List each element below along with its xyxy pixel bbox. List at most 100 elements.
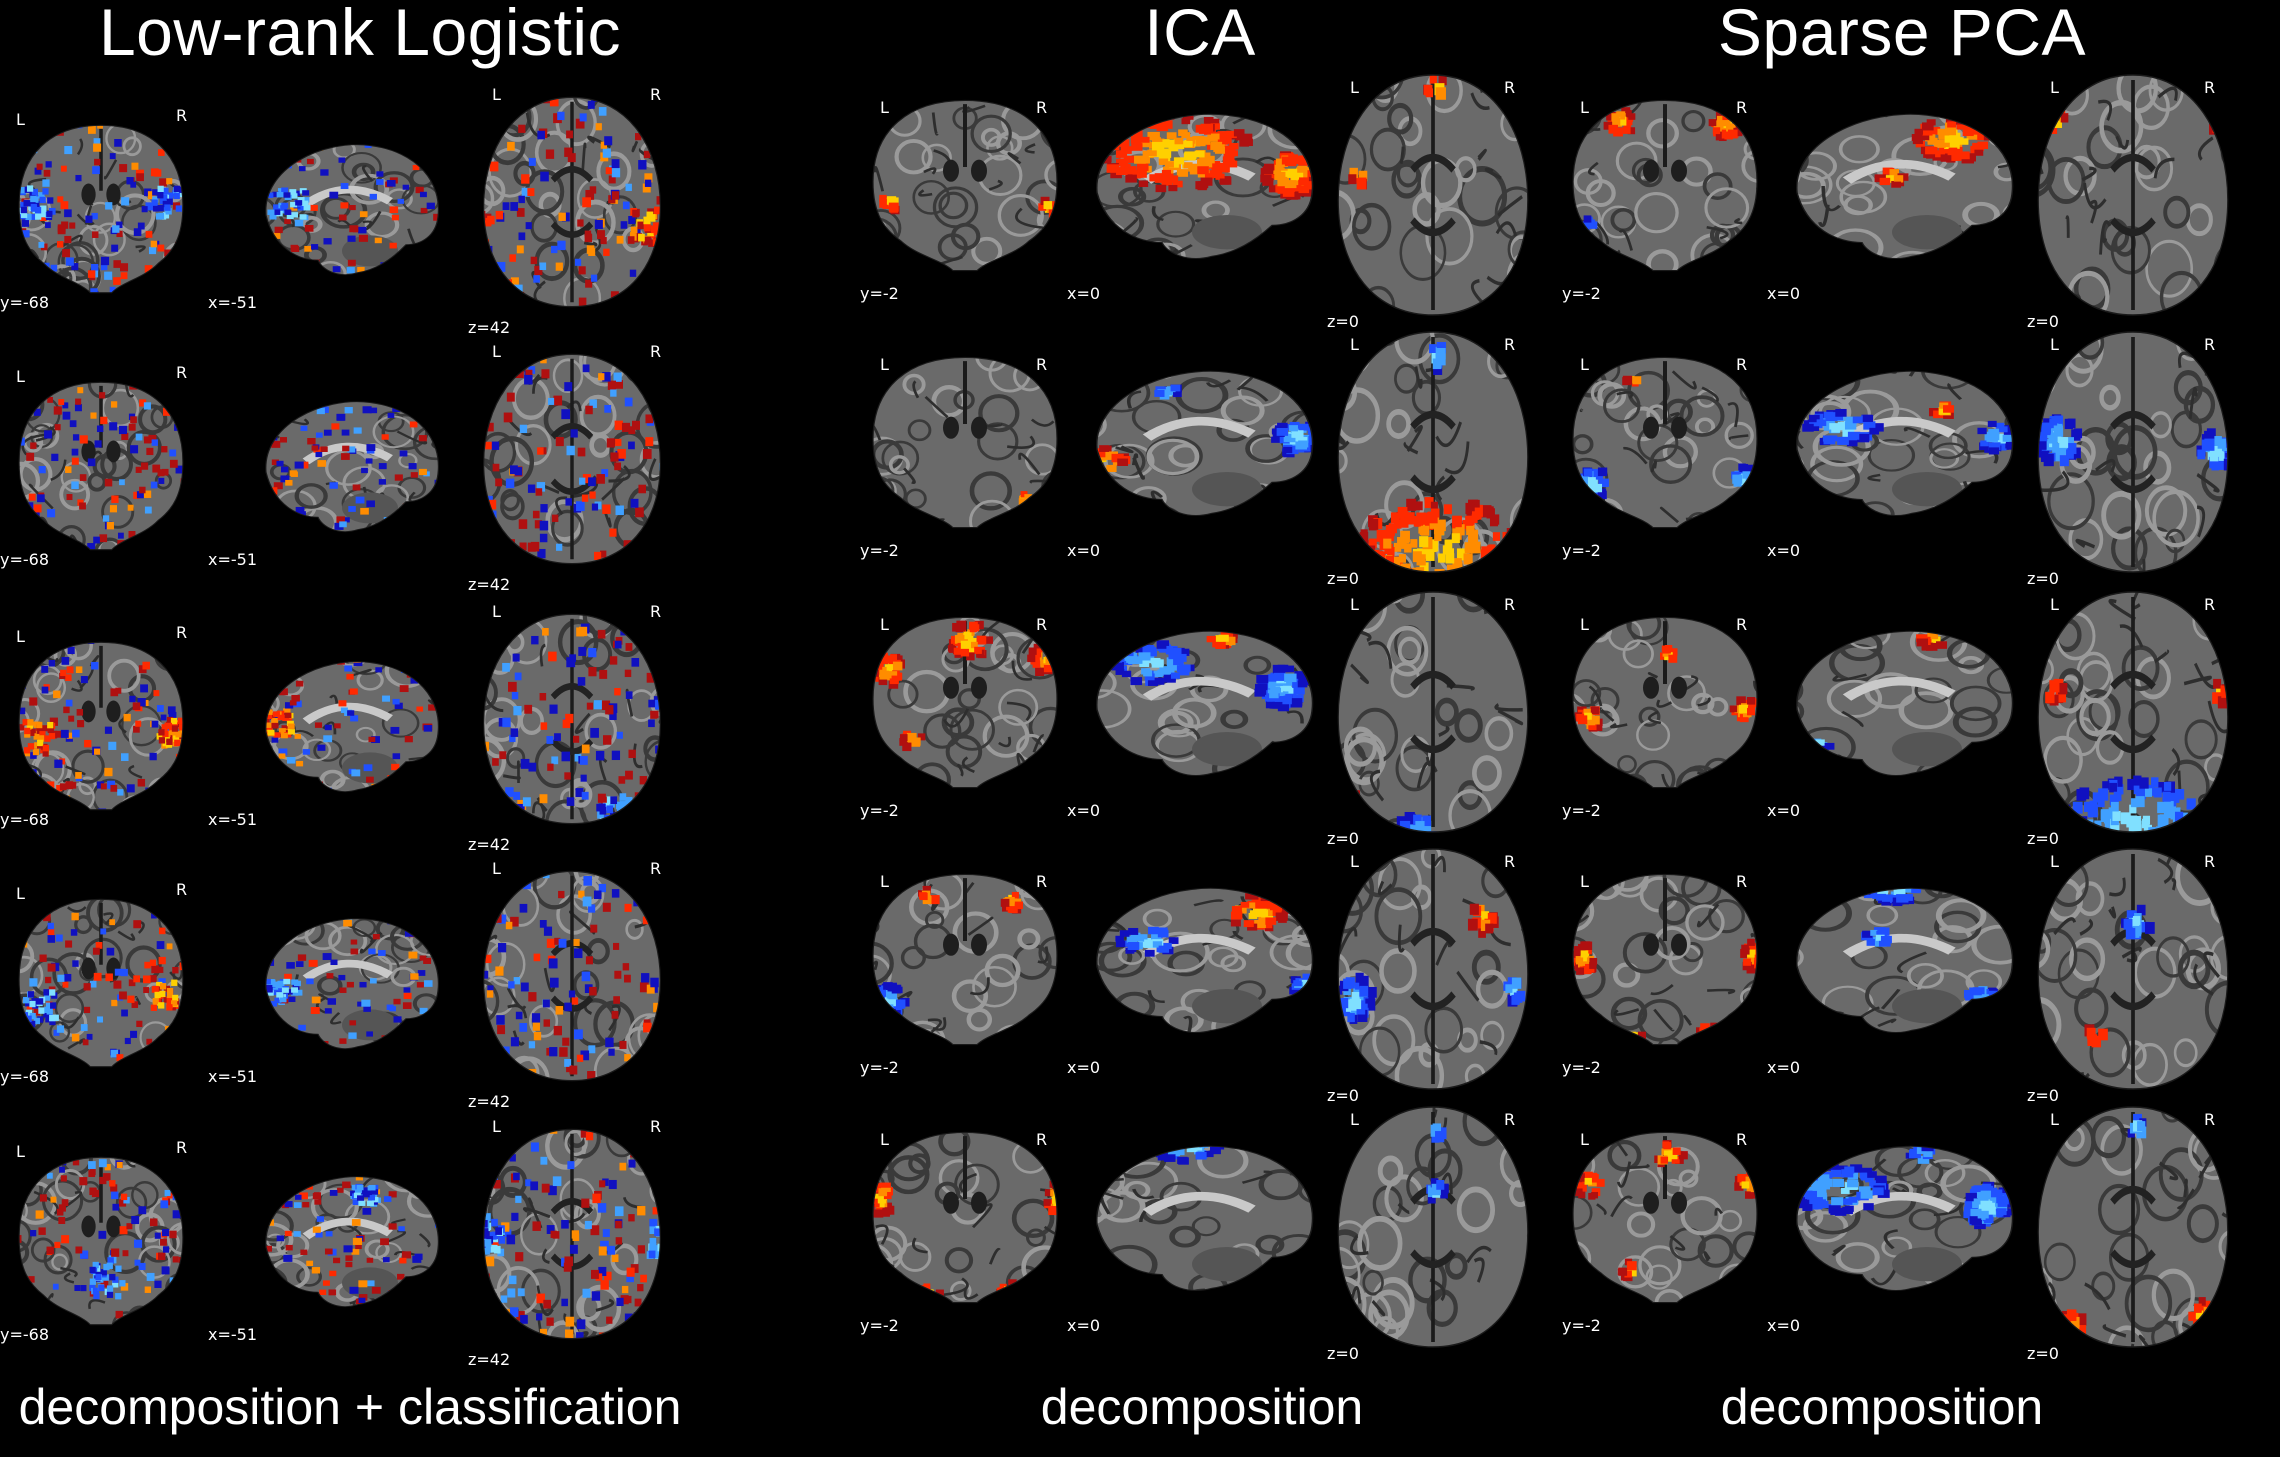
sagittal-brain-slice (265, 1176, 440, 1308)
caption-sparse-pca: decomposition (1720, 1379, 2044, 1435)
orientation-right-label: R (1036, 355, 1048, 374)
axial-brain-slice (1337, 848, 1529, 1090)
orientation-right-label: R (1036, 1130, 1048, 1149)
coronal-brain-slice (1572, 873, 1758, 1046)
orientation-left-label: L (880, 615, 889, 634)
orientation-left-label: L (880, 355, 889, 374)
sagittal-coordinate-label: x=-51 (208, 1325, 258, 1344)
axial-coordinate-label: z=0 (2027, 829, 2059, 848)
axial-brain-slice (2037, 848, 2229, 1090)
coronal-coordinate-label: y=-2 (1562, 1316, 1601, 1335)
axial-brain-slice (483, 613, 661, 825)
orientation-right-label: R (1504, 335, 1516, 354)
axial-coordinate-label: z=0 (1327, 829, 1359, 848)
orientation-left-label: L (2050, 78, 2059, 97)
sagittal-coordinate-label: x=-51 (208, 550, 258, 569)
coronal-coordinate-label: y=-2 (860, 1316, 899, 1335)
orientation-right-label: R (176, 623, 188, 642)
axial-brain-slice (2037, 331, 2229, 573)
sagittal-brain-slice (1096, 113, 1314, 259)
orientation-left-label: L (492, 859, 501, 878)
orientation-left-label: L (1350, 1110, 1359, 1129)
sagittal-coordinate-label: x=0 (1767, 1316, 1801, 1335)
axial-brain-slice (483, 1128, 661, 1340)
sagittal-brain-slice (1096, 887, 1314, 1033)
axial-coordinate-label: z=0 (2027, 1344, 2059, 1363)
axial-brain-slice (483, 870, 661, 1082)
orientation-right-label: R (1036, 615, 1048, 634)
axial-brain-slice (2037, 74, 2229, 316)
sagittal-coordinate-label: x=-51 (208, 810, 258, 829)
coronal-coordinate-label: y=-2 (1562, 541, 1601, 560)
axial-coordinate-label: z=42 (468, 1092, 511, 1111)
caption-low-rank-logistic: decomposition + classification (18, 1379, 682, 1435)
coronal-brain-slice (18, 124, 184, 294)
orientation-right-label: R (1036, 872, 1048, 891)
orientation-left-label: L (1580, 98, 1589, 117)
orientation-right-label: R (650, 1117, 662, 1136)
sagittal-brain-slice (1796, 370, 2014, 516)
title-ica: ICA (1144, 0, 1256, 69)
coronal-coordinate-label: y=-2 (1562, 801, 1601, 820)
coronal-coordinate-label: y=-68 (0, 810, 50, 829)
sagittal-brain-slice (265, 144, 440, 276)
sagittal-brain-slice (1796, 630, 2014, 776)
coronal-brain-slice (18, 898, 184, 1068)
orientation-left-label: L (1350, 335, 1359, 354)
orientation-left-label: L (1580, 355, 1589, 374)
coronal-coordinate-label: y=-2 (1562, 1058, 1601, 1077)
orientation-right-label: R (1736, 615, 1748, 634)
coronal-brain-slice (872, 873, 1058, 1046)
coronal-coordinate-label: y=-2 (1562, 284, 1601, 303)
coronal-brain-slice (18, 641, 184, 811)
orientation-right-label: R (176, 1138, 188, 1157)
coronal-coordinate-label: y=-2 (860, 284, 899, 303)
orientation-right-label: R (1504, 595, 1516, 614)
orientation-left-label: L (492, 1117, 501, 1136)
orientation-right-label: R (2204, 335, 2216, 354)
orientation-right-label: R (1736, 1130, 1748, 1149)
sagittal-brain-slice (1796, 887, 2014, 1033)
orientation-left-label: L (16, 884, 25, 903)
sagittal-brain-slice (1796, 1145, 2014, 1291)
orientation-left-label: L (880, 872, 889, 891)
coronal-coordinate-label: y=-68 (0, 293, 50, 312)
sagittal-coordinate-label: x=0 (1067, 541, 1101, 560)
orientation-left-label: L (2050, 852, 2059, 871)
sagittal-brain-slice (265, 661, 440, 793)
coronal-brain-slice (872, 356, 1058, 529)
orientation-left-label: L (492, 602, 501, 621)
orientation-right-label: R (650, 859, 662, 878)
axial-brain-slice (1337, 591, 1529, 833)
axial-brain-slice (2037, 1106, 2229, 1348)
sagittal-brain-slice (265, 918, 440, 1050)
title-low-rank-logistic: Low-rank Logistic (98, 0, 622, 69)
coronal-brain-slice (18, 1156, 184, 1326)
axial-coordinate-label: z=0 (1327, 1344, 1359, 1363)
orientation-left-label: L (16, 627, 25, 646)
orientation-left-label: L (16, 1142, 25, 1161)
axial-brain-slice (483, 353, 661, 565)
orientation-left-label: L (880, 1130, 889, 1149)
axial-coordinate-label: z=0 (2027, 569, 2059, 588)
sagittal-coordinate-label: x=0 (1767, 801, 1801, 820)
sagittal-brain-slice (1096, 630, 1314, 776)
axial-coordinate-label: z=0 (1327, 312, 1359, 331)
sagittal-coordinate-label: x=0 (1767, 541, 1801, 560)
orientation-right-label: R (176, 106, 188, 125)
axial-coordinate-label: z=42 (468, 575, 511, 594)
sagittal-brain-slice (1096, 370, 1314, 516)
axial-brain-slice (1337, 1106, 1529, 1348)
orientation-left-label: L (1350, 78, 1359, 97)
orientation-right-label: R (1736, 355, 1748, 374)
orientation-right-label: R (2204, 1110, 2216, 1129)
sagittal-coordinate-label: x=-51 (208, 1067, 258, 1086)
axial-coordinate-label: z=0 (2027, 1086, 2059, 1105)
coronal-coordinate-label: y=-68 (0, 1325, 50, 1344)
orientation-left-label: L (16, 367, 25, 386)
axial-coordinate-label: z=42 (468, 318, 511, 337)
orientation-right-label: R (176, 880, 188, 899)
axial-coordinate-label: z=42 (468, 835, 511, 854)
coronal-coordinate-label: y=-2 (860, 801, 899, 820)
sagittal-coordinate-label: x=0 (1067, 801, 1101, 820)
